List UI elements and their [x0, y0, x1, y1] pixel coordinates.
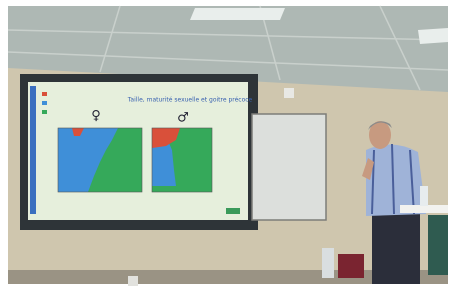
slide-logo: [226, 208, 240, 214]
male-symbol: ♂: [177, 111, 189, 126]
photo: Taille, maturité sexuelle et goitre préc…: [0, 0, 456, 293]
whiteboard: [252, 114, 326, 220]
desk: [400, 205, 448, 213]
female-symbol: ♀: [91, 109, 101, 124]
projector: [284, 88, 294, 98]
bag: [338, 254, 364, 278]
legend-swatch: [42, 101, 47, 105]
slide-side-band: [30, 86, 36, 214]
water-bottle: [420, 186, 428, 206]
podium: [428, 215, 448, 275]
legend-swatch: [42, 92, 47, 96]
left-chart: [58, 128, 142, 192]
legend-swatch: [42, 110, 47, 114]
trousers: [372, 212, 420, 284]
cup: [128, 276, 138, 286]
bottle: [322, 248, 334, 278]
ceiling-light: [190, 8, 285, 20]
slide-title: Taille, maturité sexuelle et goitre préc…: [127, 97, 253, 104]
right-chart: [152, 128, 212, 192]
slide-legend: [42, 92, 47, 114]
ceiling-light: [418, 28, 448, 44]
